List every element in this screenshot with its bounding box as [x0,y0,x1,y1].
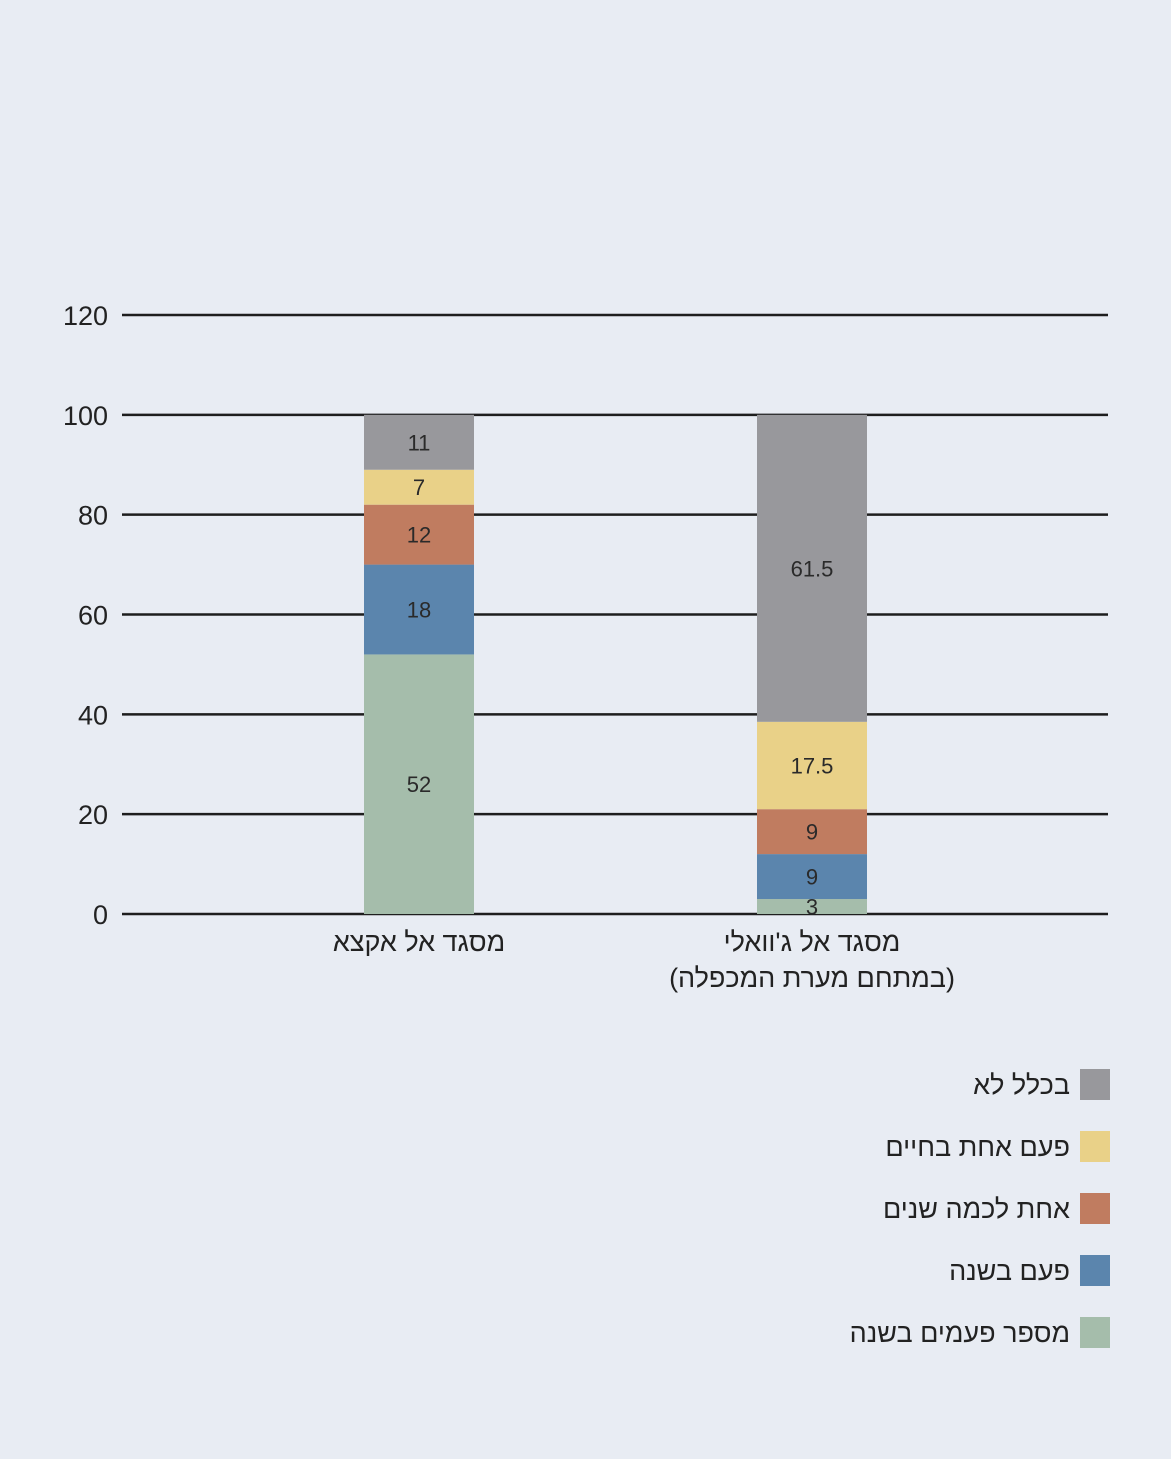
bar-segment [364,654,474,914]
legend-swatch [1080,1193,1110,1224]
bar-segment [364,414,474,470]
bar-segment [364,504,474,565]
y-tick-label: 100 [63,401,108,431]
data-label: 7 [413,475,425,500]
y-tick-label: 20 [78,800,108,830]
bar-segment [757,809,867,855]
legend-label: פעם אחת בחיים [885,1132,1070,1162]
data-label: 12 [407,523,431,548]
y-tick-label: 60 [78,601,108,631]
data-label: 52 [407,772,431,797]
legend-label: בכלל לא [973,1070,1070,1100]
legend-swatch [1080,1069,1110,1100]
bar-segment [364,564,474,655]
legend-swatch [1080,1131,1110,1162]
y-tick-label: 120 [63,301,108,331]
legend-swatch [1080,1317,1110,1348]
x-category-label: (במתחם מערת המכפלה) [669,963,955,993]
data-label: 17.5 [791,753,834,778]
bar-segment [757,854,867,900]
data-label: 3 [806,895,818,920]
x-category-label: מסגד אל ג'וואלי [724,927,901,957]
legend-label: אחת לכמה שנים [883,1194,1070,1224]
data-label: 11 [408,430,431,455]
bar-segment [757,414,867,722]
data-label: 9 [806,820,818,845]
bar-segment [364,469,474,505]
y-tick-label: 80 [78,501,108,531]
bar-segment [757,721,867,810]
data-label: 9 [806,865,818,890]
y-tick-label: 40 [78,700,108,730]
x-category-label: מסגד אל אקצא [333,927,505,957]
data-label: 61.5 [791,556,834,581]
legend-label: פעם בשנה [949,1256,1070,1286]
legend-label: מספר פעמים בשנה [850,1318,1070,1348]
legend-swatch [1080,1255,1110,1286]
data-label: 18 [407,598,431,623]
bar-segment [757,899,867,914]
y-tick-label: 0 [93,900,108,930]
